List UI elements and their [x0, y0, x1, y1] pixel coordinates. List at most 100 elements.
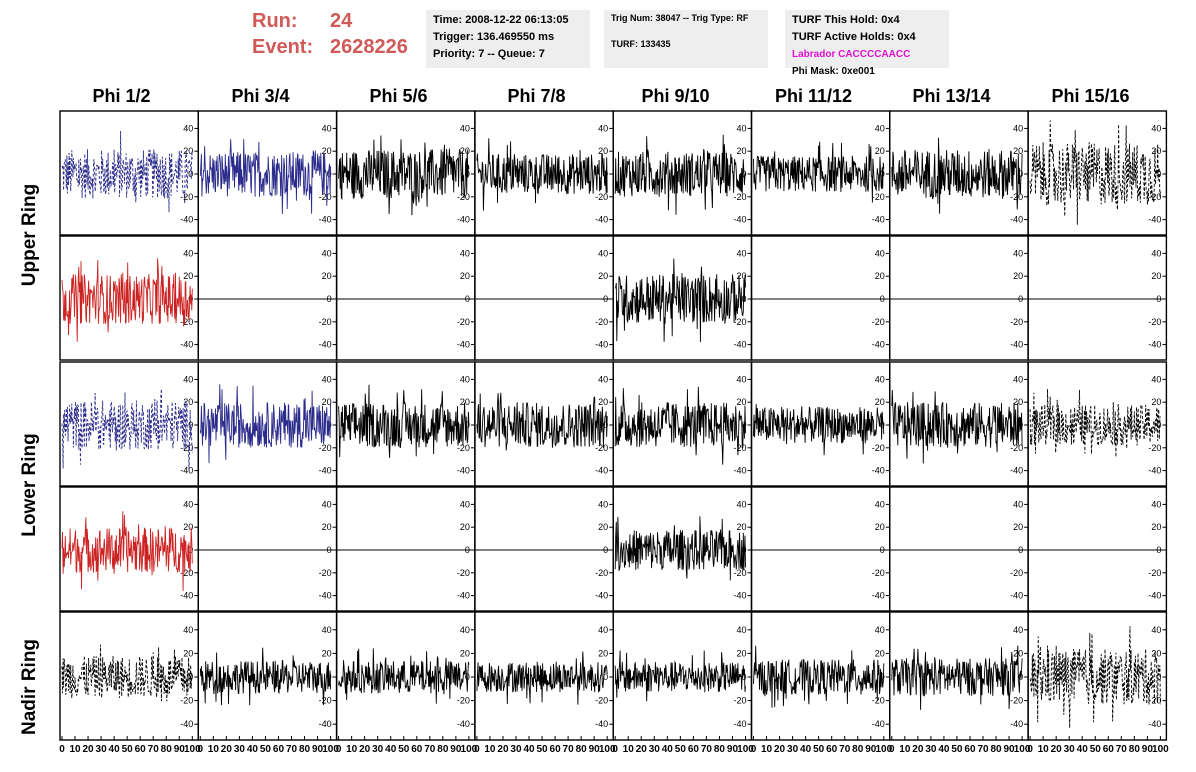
- run-label: Run:: [252, 10, 298, 32]
- x-tick-label: 60: [964, 744, 976, 755]
- plot-frame: [474, 486, 614, 612]
- y-tick-label: -20: [457, 192, 470, 202]
- phi-column-label: Phi 13/14: [912, 86, 991, 106]
- x-tick-label: 0: [59, 744, 65, 755]
- y-tick-label: 20: [736, 522, 746, 532]
- y-tick-label: -20: [1010, 443, 1023, 453]
- y-tick-label: 20: [598, 271, 608, 281]
- x-tick-label: 40: [109, 744, 121, 755]
- x-tick-label: 30: [1064, 744, 1076, 755]
- y-tick-label: 20: [736, 146, 746, 156]
- y-tick-label: 20: [183, 522, 193, 532]
- y-tick-label: 40: [1013, 499, 1023, 509]
- x-tick-label: 80: [576, 744, 588, 755]
- x-tick-label: 0: [751, 744, 757, 755]
- y-tick-label: -20: [1010, 568, 1023, 578]
- x-tick-label: 0: [1027, 744, 1033, 755]
- y-tick-label: -20: [319, 696, 332, 706]
- y-tick-label: -20: [595, 317, 608, 327]
- waveform-trace: [614, 386, 746, 465]
- event-label: Event:: [252, 36, 314, 58]
- y-tick-label: 40: [183, 625, 193, 635]
- y-tick-label: -20: [319, 568, 332, 578]
- x-tick-label: 100: [322, 744, 339, 755]
- y-tick-label: -40: [319, 591, 332, 601]
- x-tick-label: 50: [398, 744, 410, 755]
- x-tick-label: 90: [1004, 744, 1016, 755]
- x-tick-label: 20: [82, 744, 94, 755]
- x-tick-label: 10: [899, 744, 911, 755]
- y-tick-label: 20: [460, 146, 470, 156]
- x-tick-label: 100: [461, 744, 478, 755]
- x-tick-label: 20: [774, 744, 786, 755]
- x-tick-label: 0: [336, 744, 342, 755]
- y-tick-label: -40: [319, 719, 332, 729]
- y-tick-label: -20: [595, 192, 608, 202]
- x-tick-label: 90: [727, 744, 739, 755]
- x-tick-label: 70: [563, 744, 575, 755]
- y-tick-label: 0: [741, 672, 746, 682]
- turf-line: TURF: 133435: [611, 39, 671, 49]
- x-tick-label: 60: [273, 744, 285, 755]
- x-tick-label: 40: [662, 744, 674, 755]
- x-tick-label: 90: [1142, 744, 1154, 755]
- y-tick-label: -40: [1010, 466, 1023, 476]
- y-tick-label: 20: [183, 397, 193, 407]
- x-tick-label: 0: [198, 744, 204, 755]
- y-tick-label: 40: [1151, 499, 1161, 509]
- y-tick-label: 40: [736, 123, 746, 133]
- waveform-trace: [1029, 626, 1161, 729]
- x-tick-label: 70: [286, 744, 298, 755]
- y-tick-label: -20: [457, 443, 470, 453]
- y-tick-label: 40: [736, 625, 746, 635]
- y-tick-label: -20: [1148, 696, 1161, 706]
- y-tick-label: -20: [733, 568, 746, 578]
- x-tick-label: 10: [623, 744, 635, 755]
- y-tick-label: 40: [1151, 625, 1161, 635]
- plot-frame: [889, 486, 1029, 612]
- y-tick-label: 40: [460, 625, 470, 635]
- y-tick-label: -20: [595, 443, 608, 453]
- y-tick-label: -20: [319, 443, 332, 453]
- waveform-trace: [891, 645, 1023, 710]
- y-tick-label: 0: [1156, 672, 1161, 682]
- y-tick-label: -40: [733, 591, 746, 601]
- y-tick-label: -20: [872, 443, 885, 453]
- waveform-trace: [61, 130, 193, 213]
- y-tick-label: -40: [733, 719, 746, 729]
- y-tick-label: -20: [1148, 317, 1161, 327]
- y-tick-label: 40: [460, 374, 470, 384]
- y-tick-label: 0: [603, 672, 608, 682]
- x-tick-label: 40: [800, 744, 812, 755]
- y-tick-label: -40: [319, 466, 332, 476]
- waveform-trace: [61, 644, 193, 702]
- y-tick-label: 20: [875, 271, 885, 281]
- y-tick-label: -40: [872, 340, 885, 350]
- y-tick-label: 40: [183, 499, 193, 509]
- x-tick-label: 80: [437, 744, 449, 755]
- y-tick-label: -40: [595, 215, 608, 225]
- y-tick-label: 20: [183, 271, 193, 281]
- waveform-trace: [753, 404, 885, 456]
- y-tick-label: -40: [319, 340, 332, 350]
- turf-this-hold-line: TURF This Hold: 0x4: [792, 14, 900, 26]
- x-tick-label: 80: [990, 744, 1002, 755]
- x-tick-label: 100: [1014, 744, 1031, 755]
- y-tick-label: -40: [733, 215, 746, 225]
- turf-hold-panel: TURF This Hold: 0x4 TURF Active Holds: 0…: [785, 10, 949, 77]
- plot-frame: [474, 235, 614, 361]
- waveform-trace: [199, 647, 332, 706]
- x-tick-label: 50: [536, 744, 548, 755]
- y-tick-label: 20: [322, 648, 332, 658]
- y-tick-label: 20: [183, 648, 193, 658]
- waveform-trace: [891, 137, 1023, 214]
- y-tick-label: 20: [1151, 522, 1161, 532]
- y-tick-label: 40: [322, 248, 332, 258]
- y-tick-label: 40: [598, 123, 608, 133]
- waveform-trace: [1029, 389, 1161, 458]
- x-tick-label: 50: [951, 744, 963, 755]
- waveform-trace: [338, 384, 470, 458]
- y-tick-label: 40: [460, 248, 470, 258]
- y-tick-label: 40: [598, 499, 608, 509]
